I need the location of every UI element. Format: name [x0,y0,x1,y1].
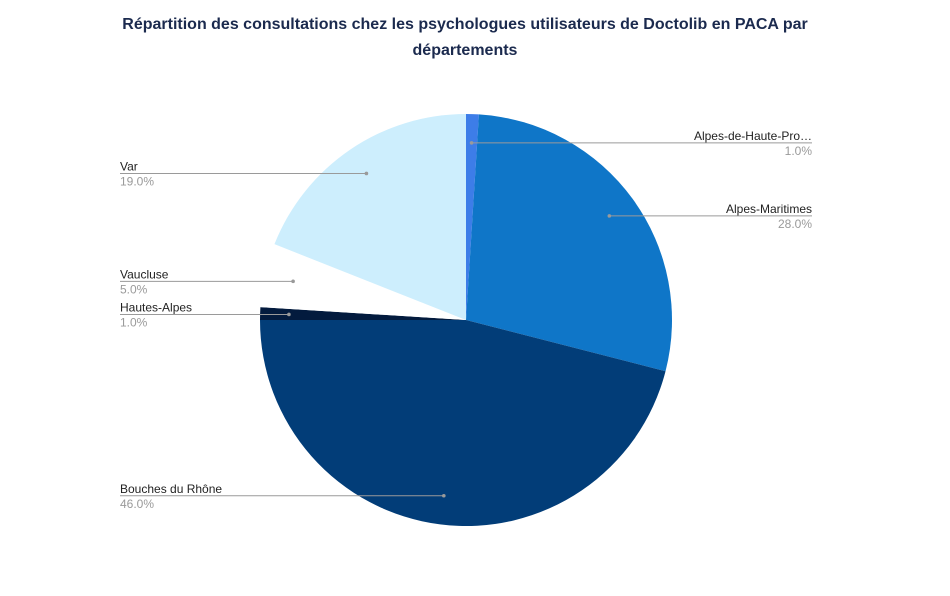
slice-label-var: Var [120,159,138,173]
slice-percent-var: 19.0% [120,174,154,188]
pie-slice-alpes-de-haute-provence [466,114,479,320]
pie-slice-alpes-maritimes [466,114,673,372]
pie-slice-bouches-du-rhone [259,320,666,527]
pie-slice-var [274,114,466,320]
leader-dot-vaucluse [291,279,295,284]
slice-labels: Alpes-de-Haute-Pro…1.0%Alpes-Maritimes28… [120,129,812,511]
pie-slice-vaucluse [260,244,466,320]
slice-label-vaucluse: Vaucluse [120,267,169,281]
leader-dot-alpes-de-haute-provence [469,141,474,145]
chart-title: Répartition des consultations chez les p… [122,16,808,59]
leader-dot-alpes-maritimes [607,214,612,218]
slice-percent-bouches-du-rhone: 46.0% [120,497,154,511]
slice-label-alpes-de-haute-provence: Alpes-de-Haute-Pro… [694,129,812,143]
slice-label-hautes-alpes: Hautes-Alpes [120,300,192,314]
slice-percent-hautes-alpes: 1.0% [120,315,148,329]
slice-label-alpes-maritimes: Alpes-Maritimes [726,202,812,216]
leader-dot-bouches-du-rhone [442,493,446,498]
leader-dot-hautes-alpes [287,312,291,317]
slice-label-bouches-du-rhone: Bouches du Rhône [120,482,222,496]
pie-slices [259,114,673,527]
slice-percent-alpes-maritimes: 28.0% [778,217,812,231]
leader-dot-var [364,171,369,176]
pie-slice-hautes-alpes [260,307,466,320]
leader-lines [120,141,812,498]
slice-percent-alpes-de-haute-provence: 1.0% [785,144,813,158]
slice-percent-vaucluse: 5.0% [120,282,148,296]
